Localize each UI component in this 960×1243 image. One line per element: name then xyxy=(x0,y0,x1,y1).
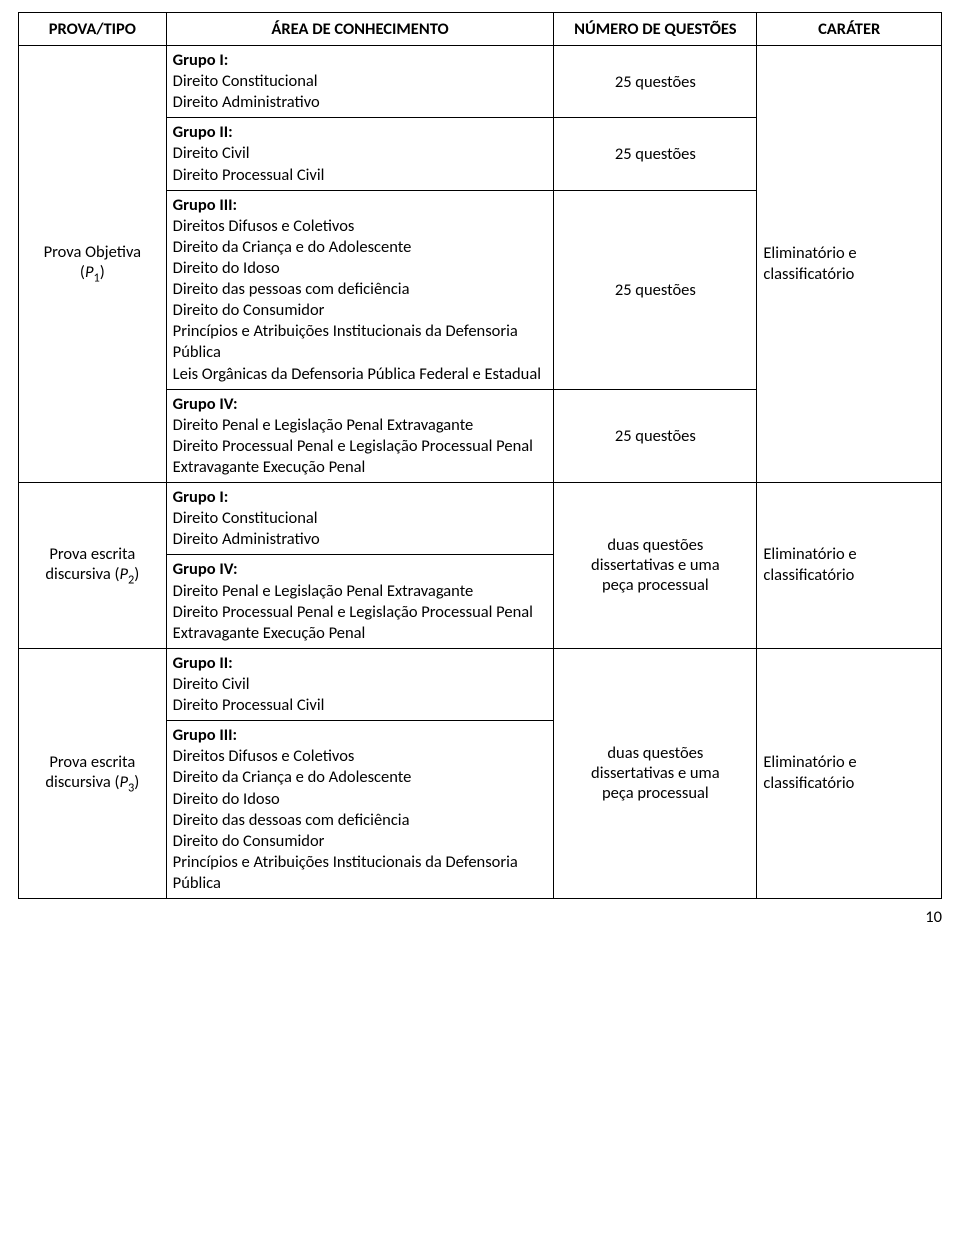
p1-g2-area: Grupo II: Direito Civil Direito Processu… xyxy=(166,118,554,190)
table-row: Prova Objetiva (P1) Grupo I: Direito Con… xyxy=(19,46,942,118)
table-row: Prova escrita discursiva (P3) Grupo II: … xyxy=(19,648,942,720)
p3-label-cell: Prova escrita discursiva (P3) xyxy=(19,648,167,898)
p2-label-line1: Prova escrita xyxy=(25,544,160,564)
p3-g3-area: Grupo III: Direitos Difusos e Coletivos … xyxy=(166,721,554,899)
table-row: Prova escrita discursiva (P2) Grupo I: D… xyxy=(19,483,942,555)
p1-carater: Eliminatório e classificatório xyxy=(757,46,942,483)
header-prova: PROVA/TIPO xyxy=(19,13,167,46)
p2-g1-area: Grupo I: Direito Constitucional Direito … xyxy=(166,483,554,555)
p3-num: duas questões dissertativas e uma peça p… xyxy=(554,648,757,898)
p3-label-line2: discursiva (P3) xyxy=(25,772,160,795)
p1-label-cell: Prova Objetiva (P1) xyxy=(19,46,167,483)
p1-g3-area: Grupo III: Direitos Difusos e Coletivos … xyxy=(166,190,554,389)
p3-label-line1: Prova escrita xyxy=(25,752,160,772)
p1-g4-area: Grupo IV: Direito Penal e Legislação Pen… xyxy=(166,389,554,482)
p1-label-line2: (P1) xyxy=(25,262,160,285)
p1-g3-num: 25 questões xyxy=(554,190,757,389)
header-car: CARÁTER xyxy=(757,13,942,46)
exam-structure-table: PROVA/TIPO ÁREA DE CONHECIMENTO NÚMERO D… xyxy=(18,12,942,899)
header-area: ÁREA DE CONHECIMENTO xyxy=(166,13,554,46)
p1-g2-num: 25 questões xyxy=(554,118,757,190)
p3-carater: Eliminatório e classificatório xyxy=(757,648,942,898)
p2-g4-area: Grupo IV: Direito Penal e Legislação Pen… xyxy=(166,555,554,648)
p3-g2-area: Grupo II: Direito Civil Direito Processu… xyxy=(166,648,554,720)
header-num: NÚMERO DE QUESTÕES xyxy=(554,13,757,46)
p2-num: duas questões dissertativas e uma peça p… xyxy=(554,483,757,649)
page-number: 10 xyxy=(18,899,942,927)
p1-g1-area: Grupo I: Direito Constitucional Direito … xyxy=(166,46,554,118)
p1-label-line1: Prova Objetiva xyxy=(25,242,160,262)
p1-g1-num: 25 questões xyxy=(554,46,757,118)
p2-carater: Eliminatório e classificatório xyxy=(757,483,942,649)
p2-label-line2: discursiva (P2) xyxy=(25,564,160,587)
p1-g4-num: 25 questões xyxy=(554,389,757,482)
table-header-row: PROVA/TIPO ÁREA DE CONHECIMENTO NÚMERO D… xyxy=(19,13,942,46)
p2-label-cell: Prova escrita discursiva (P2) xyxy=(19,483,167,649)
